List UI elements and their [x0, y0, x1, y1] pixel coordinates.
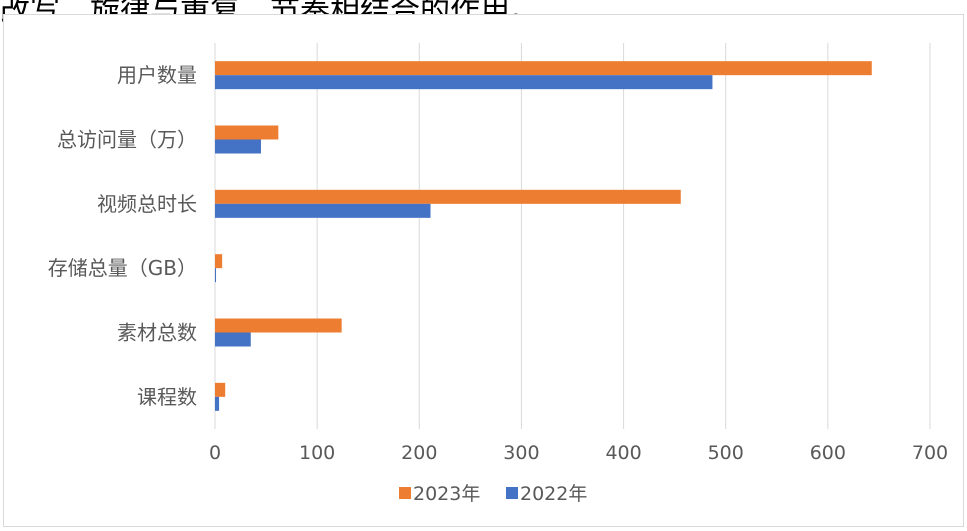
bar-series-b: [215, 75, 713, 90]
category-label: 总访问量（万）: [57, 128, 197, 152]
legend-swatch: [506, 487, 518, 499]
x-tick-label: 700: [912, 442, 948, 464]
x-tick-label: 0: [209, 442, 221, 464]
category-label: 素材总数: [117, 321, 197, 345]
legend-label: 2022年: [520, 483, 587, 505]
x-tick-label: 400: [605, 442, 641, 464]
bar-series-a: [215, 61, 872, 76]
x-tick-label: 100: [299, 442, 335, 464]
category-label: 存储总量（GB）: [48, 256, 197, 280]
category-label: 用户数量: [117, 63, 197, 87]
bar-series-b: [215, 203, 431, 218]
bar-series-b: [215, 396, 220, 411]
category-label: 视频总时长: [97, 192, 197, 216]
legend-label: 2023年: [413, 483, 480, 505]
bar-series-b: [215, 139, 261, 154]
x-tick-label: 200: [401, 442, 437, 464]
chart-frame: 0 100 200 300 400 500 600 700 用户数量总访问量（万） 视频总时长存储…: [3, 14, 964, 527]
x-tick-label: 600: [810, 442, 846, 464]
bar-series-a: [215, 189, 681, 204]
x-tick-label: 300: [503, 442, 539, 464]
category-label: 课程数: [137, 385, 197, 409]
x-tick-label: 500: [708, 442, 744, 464]
legend-swatch: [399, 487, 411, 499]
bar-series-a: [215, 254, 223, 269]
bar-series-b: [215, 268, 217, 283]
bar-series-a: [215, 318, 342, 333]
bar-series-b: [215, 332, 251, 347]
bar-series-a: [215, 125, 279, 140]
bar-series-a: [215, 382, 226, 397]
